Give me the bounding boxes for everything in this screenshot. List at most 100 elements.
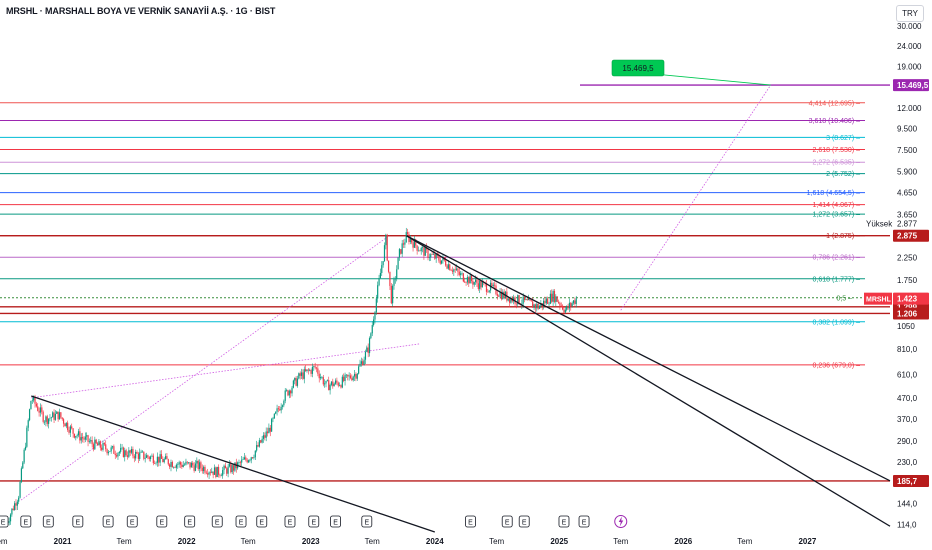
trendline[interactable] [31, 395, 436, 533]
price-tag-bg [893, 79, 929, 92]
candle-body [408, 234, 410, 243]
earnings-marker[interactable]: E [330, 515, 341, 528]
earnings-marker[interactable]: E [284, 515, 296, 528]
time-tick-label: Tem [489, 537, 504, 546]
candle-body [321, 377, 323, 378]
candle-body [212, 471, 214, 475]
earnings-marker[interactable]: E [102, 515, 114, 528]
candle-body [54, 413, 57, 420]
price-axis[interactable]: 30.000 24.000 19.000 12.000 9.500 7.500 5.900 4… [897, 22, 922, 530]
earnings-marker[interactable]: E [558, 515, 570, 528]
time-tick-label: 2022 [178, 537, 196, 546]
candle-body [552, 290, 554, 302]
candle-body [103, 443, 105, 445]
time-axis[interactable]: Tem 2021 Tem 2022 Tem 2023 Tem 2024 Tem 2025 Tem 20… [0, 537, 817, 546]
candle-body [122, 447, 125, 458]
earnings-marker[interactable]: E [578, 515, 590, 528]
chart-title: MRSHL · MARSHALL BOYA VE VERNİK SANAYİİ … [6, 6, 276, 16]
candle-body [499, 291, 501, 297]
candle-body [454, 269, 456, 270]
earnings-marker[interactable]: E [501, 515, 513, 528]
candle-body [340, 385, 342, 388]
dividend-marker[interactable] [614, 515, 628, 528]
candle-body [14, 503, 16, 510]
candle-body [215, 467, 217, 478]
candle-body [125, 450, 127, 456]
candle-body [226, 468, 228, 474]
candle-body [196, 460, 198, 464]
candle-body [487, 291, 489, 293]
candle-body [299, 373, 301, 376]
earnings-marker[interactable]: E [42, 515, 54, 528]
earnings-marker[interactable]: E [20, 515, 32, 528]
fib-level-label: 1,618 (4.654,5) – [807, 190, 860, 197]
price-tag-bg [893, 474, 929, 487]
trendline[interactable] [406, 235, 891, 527]
price-tick-label: 810,0 [897, 345, 918, 354]
candle-body [164, 456, 167, 460]
candle-body [249, 460, 251, 461]
earnings-marker[interactable]: E [235, 515, 247, 528]
candle-body [169, 464, 171, 467]
currency-button[interactable]: TRY [896, 5, 924, 22]
earnings-marker[interactable]: E [361, 515, 373, 528]
candle-body [58, 412, 61, 420]
earnings-marker-box [102, 515, 114, 528]
candle-body [171, 462, 173, 468]
candle-body [322, 377, 324, 385]
earnings-marker[interactable]: E [184, 515, 196, 528]
fib-level-label: 4,414 (12.695) – [809, 100, 860, 107]
candle-body [173, 467, 175, 468]
candle-body [450, 270, 452, 271]
target-annotation[interactable]: 15.469,5 [611, 59, 771, 86]
candle-body [102, 443, 104, 450]
candle-body [101, 447, 103, 450]
candle-body [163, 459, 165, 463]
candle-body [466, 276, 469, 283]
candle-body [144, 457, 146, 459]
candle-body [507, 298, 509, 301]
candle-body [393, 279, 395, 286]
candle-body [290, 390, 292, 394]
candle-body [205, 472, 207, 474]
earnings-marker-box [184, 515, 196, 528]
earnings-marker[interactable]: E [518, 515, 530, 528]
candle-body [52, 412, 54, 418]
candle-body [465, 282, 467, 283]
candle-body [491, 282, 493, 286]
candle-body [186, 461, 188, 463]
candle-body [148, 457, 150, 459]
target-box[interactable] [611, 59, 665, 77]
projection-line [620, 84, 772, 311]
candle-body [31, 400, 33, 401]
earnings-marker[interactable]: E [0, 515, 9, 528]
candle-body [510, 297, 512, 303]
earnings-marker[interactable]: E [308, 515, 320, 528]
candle-body [145, 455, 148, 458]
trendline[interactable] [406, 235, 891, 482]
earnings-marker-box [501, 515, 513, 528]
price-tick-label: 9.500 [897, 125, 918, 134]
candle-body [488, 290, 490, 293]
candle-body [366, 347, 368, 352]
earnings-marker[interactable]: E [156, 515, 168, 528]
candle-body [20, 468, 23, 483]
candle-body [140, 451, 142, 453]
time-tick-label: 2027 [798, 537, 816, 546]
earnings-marker[interactable]: E [465, 515, 476, 528]
price-tick-label: 3.650 [897, 210, 918, 219]
candle-body [367, 347, 369, 354]
candle-body [92, 444, 95, 450]
price-tick-label: 7.500 [897, 146, 918, 155]
earnings-marker[interactable]: E [72, 515, 84, 528]
earnings-marker[interactable]: E [256, 515, 268, 528]
earnings-marker[interactable]: E [211, 515, 223, 528]
candle-body [76, 435, 78, 436]
candle-body [188, 462, 190, 463]
candle-body [276, 408, 278, 412]
earnings-marker[interactable]: E [126, 515, 138, 528]
time-tick-label: 2021 [54, 537, 72, 546]
candle-body [548, 303, 550, 305]
